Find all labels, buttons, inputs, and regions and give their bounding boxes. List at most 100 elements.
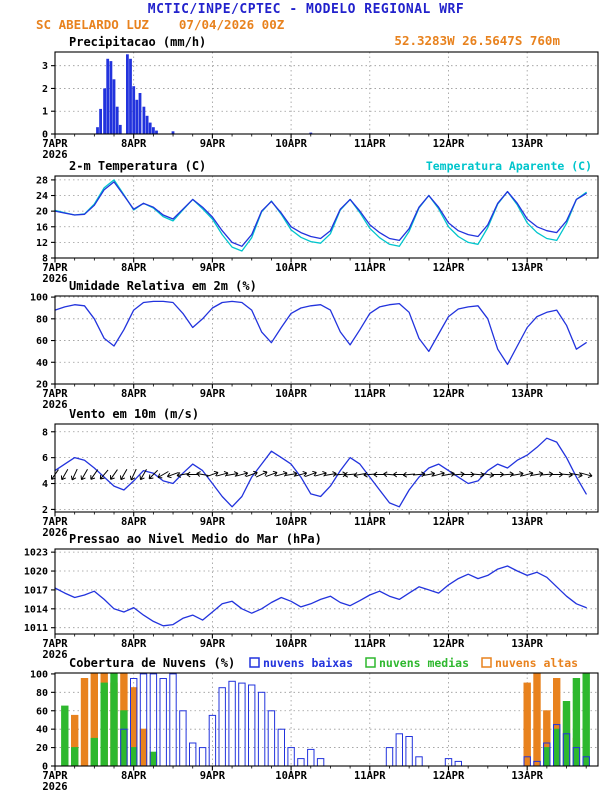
x-tick-label: 10APR (275, 388, 307, 400)
y-tick-label: 12 (36, 238, 48, 249)
bar (99, 108, 102, 134)
bar (179, 710, 187, 767)
series-nuvens-altas (71, 673, 590, 767)
bar (171, 131, 175, 134)
bar (316, 758, 325, 767)
wind-barb (501, 471, 514, 478)
legend-swatch-orange (481, 657, 492, 668)
bar (543, 747, 551, 767)
bar (148, 122, 152, 134)
wind-barb (99, 469, 109, 480)
wind-barb (235, 470, 249, 477)
model-run-datetime: 07/04/2026 00Z (178, 17, 285, 32)
x-tick-label: 8APR (121, 770, 147, 782)
y-tick-label: 1023 (24, 548, 48, 559)
wind-barb (119, 469, 128, 481)
bar (71, 747, 79, 767)
bar (582, 673, 590, 767)
series-nuvens-baixas (120, 673, 590, 767)
y-tick-label: 0 (42, 762, 48, 773)
bar (109, 61, 113, 134)
y-tick-label: 20 (36, 380, 48, 391)
x-tick-label: 7APR (42, 516, 68, 528)
plot-frame (54, 175, 599, 259)
wind-barb (196, 471, 209, 477)
bar (135, 99, 139, 134)
x-axis-year-label: 2026 (42, 273, 67, 285)
y-tick-label: 1011 (24, 623, 48, 634)
bar (385, 747, 394, 767)
y-tick-label: 28 (36, 175, 48, 186)
y-tick-label: 2 (42, 84, 48, 95)
wind-barb (402, 471, 416, 478)
wind-barb (157, 471, 169, 479)
x-tick-label: 11APR (354, 770, 386, 782)
x-tick-label: 9APR (200, 516, 226, 528)
x-tick-label: 10APR (275, 138, 307, 150)
panel-title: Pressao ao Nivel Medio do Mar (hPa) (69, 532, 322, 546)
panel-2: 8 12 16 20 24 28 7APR 8APR 9APR 10APR 11APR 12APR 13… (36, 159, 599, 285)
bar (129, 58, 132, 134)
bar (405, 736, 413, 767)
bar (415, 756, 423, 767)
bar (115, 106, 119, 134)
legend-label: nuvens altas (495, 656, 578, 670)
panel-title: 2-m Temperatura (C) (69, 159, 206, 173)
x-axis-year-label: 2026 (42, 649, 67, 661)
x-tick-label: 7APR (42, 638, 68, 650)
wind-barb (70, 468, 78, 481)
bar (126, 54, 129, 134)
wind-barb (432, 470, 445, 477)
y-tick-label: 60 (36, 336, 48, 347)
bar (159, 678, 167, 767)
wind-barb (60, 469, 69, 481)
bar (138, 93, 142, 134)
bar (120, 710, 128, 767)
x-tick-label: 12APR (433, 262, 465, 274)
panel-title: Precipitacao (mm/h) (69, 35, 206, 49)
wind-barb (255, 470, 268, 478)
y-tick-label: 100 (30, 293, 48, 304)
bar (118, 124, 122, 134)
y-tick-label: 1017 (24, 585, 48, 596)
series-pressao-nivel-mar (54, 565, 587, 627)
legend-swatch-green (365, 657, 376, 668)
wind-barb (216, 470, 229, 477)
plot-frame (54, 672, 599, 767)
bar (155, 130, 158, 134)
station-header: SC ABELARDO LUZ 07/04/2026 00Z (36, 17, 284, 32)
y-tick-label: 80 (36, 688, 48, 699)
station-name: SC ABELARDO LUZ (36, 17, 149, 32)
series-temperatura-2m (54, 181, 587, 247)
panel-1: 0 1 2 3 7APR 8APR 9APR 10APR 11APR 12APR 13APR 2026… (42, 35, 599, 161)
x-tick-label: 13APR (511, 138, 543, 150)
y-tick-label: 8 (42, 254, 48, 265)
bar (90, 737, 98, 767)
x-tick-label: 11APR (354, 138, 386, 150)
wind-barb (560, 471, 573, 478)
bar (572, 678, 581, 767)
series-temperatura-aparente (54, 179, 587, 252)
x-tick-label: 12APR (433, 388, 465, 400)
wind-barb (129, 468, 137, 481)
series-precipitacao (96, 54, 313, 134)
wind-barb (226, 471, 239, 477)
y-tick-label: 2 (42, 505, 48, 516)
y-tick-label: 60 (36, 706, 48, 717)
x-tick-label: 8APR (121, 388, 147, 400)
bar (169, 673, 177, 767)
wind-barb (314, 470, 327, 477)
bar (100, 682, 108, 767)
wind-barb (166, 471, 179, 479)
bar (142, 106, 146, 134)
plot-frame (54, 423, 599, 513)
panel-4: 2 4 6 8 7APR 8APR 9APR 10APR 11APR 12APR 13APR 2026… (42, 407, 599, 539)
bar (248, 684, 256, 767)
y-tick-label: 1014 (24, 604, 48, 615)
bar (139, 728, 148, 767)
bar (228, 680, 236, 767)
wind-barb (343, 471, 357, 478)
bar (238, 682, 246, 767)
series-vento-10m (54, 437, 587, 508)
